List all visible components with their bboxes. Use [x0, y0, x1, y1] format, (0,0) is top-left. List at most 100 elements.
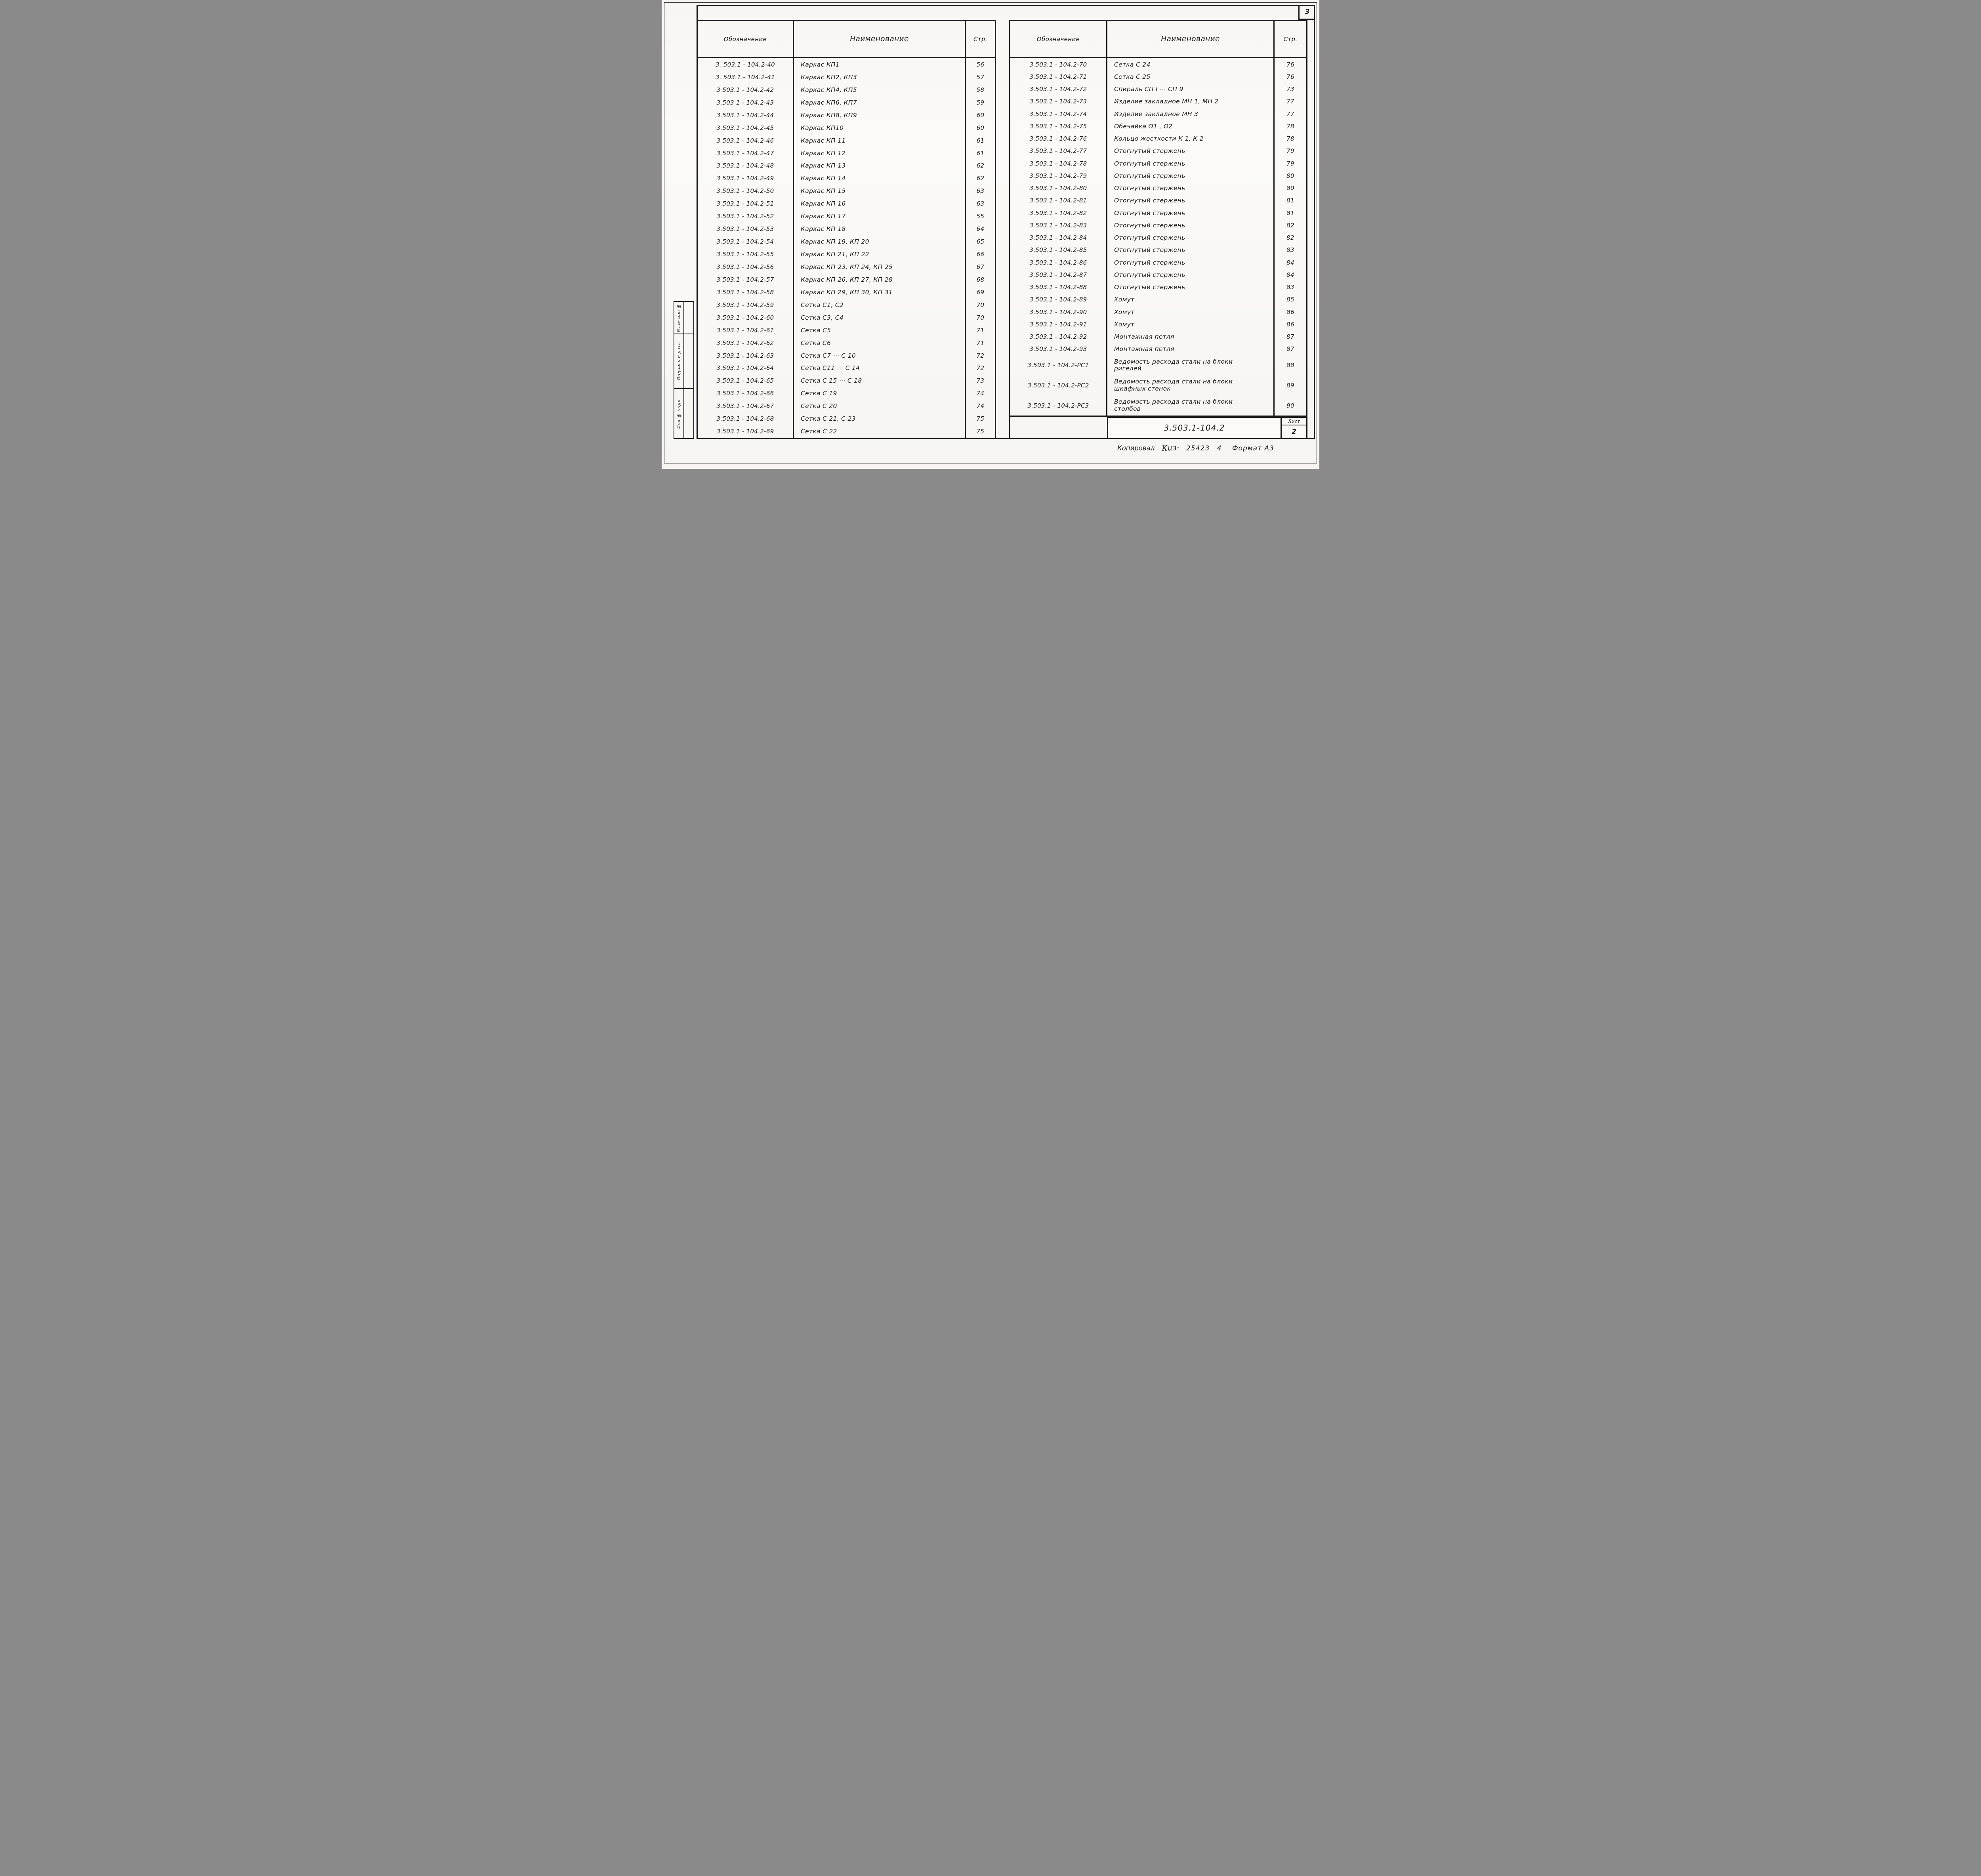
page-cell: 81: [1286, 209, 1294, 217]
name-cell: Каркас КП1: [794, 58, 966, 71]
designation-cell: 3.503.1 - 104.2-65: [698, 374, 794, 387]
page-cell: 88: [1286, 362, 1294, 369]
table-row: 3.503.1 - 104.2-89 Хомут 85: [1010, 293, 1306, 306]
page-cell: 72: [976, 352, 985, 359]
page-cell: 62: [976, 175, 985, 182]
designation-cell: 3.503.1 - 104.2-87: [1010, 269, 1107, 281]
name-cell: Каркас КП8, КП9: [794, 109, 966, 122]
page-cell: 78: [1286, 135, 1294, 143]
designation-cell: 3.503.1 - 104.2-61: [698, 324, 794, 337]
table-row: 3.503.1 - 104.2-65 Сетка С 15 ⋯ С 18 73: [698, 374, 995, 387]
page-cell: 75: [976, 415, 985, 423]
table-row: 3.503.1 - 104.2-79 Отогнутый стержень 80: [1010, 170, 1306, 182]
page-cell: 64: [976, 225, 985, 233]
designation-cell: 3.503.1 - 104.2-85: [1010, 244, 1107, 256]
table-row: 3.503.1 - 104.2-91 Хомут 86: [1010, 318, 1306, 331]
designation-cell: 3.503.1 - 104.2-55: [698, 248, 794, 261]
name-cell: Монтажная петля: [1107, 330, 1275, 343]
name-cell: Отогнутый стержень: [1107, 157, 1275, 170]
margin-box-inv-podl: Инв № подл.: [674, 388, 694, 439]
page-cell: 85: [1286, 296, 1294, 303]
page-cell: 87: [1286, 345, 1294, 353]
page-cell: 66: [976, 251, 985, 258]
table-row: 3.503.1 - 104.2-83 Отогнутый стержень 82: [1010, 219, 1306, 232]
table-row: 3.503.1 - 104.2-61 Сетка С5 71: [698, 324, 995, 337]
corner-sheet-number: 3: [1305, 8, 1310, 16]
table-row: 3.503.1 - 104.2-69 Сетка С 22 75: [698, 425, 995, 438]
margin-box-label: Инв № подл.: [674, 389, 684, 438]
name-cell: Кольцо жесткости К 1, К 2: [1107, 132, 1275, 145]
name-cell: Каркас КП 19, КП 20: [794, 235, 966, 248]
designation-cell: 3.503.1 - 104.2-60: [698, 311, 794, 324]
table-row: 3.503.1 - 104.2-87 Отогнутый стержень 84: [1010, 269, 1306, 281]
name-cell: Каркас КП 18: [794, 223, 966, 236]
designation-cell: 3.503.1 - 104.2-53: [698, 223, 794, 236]
table-row: 3.503.1 - 104.2-71 Сетка С 25 76: [1010, 71, 1306, 83]
page-cell: 82: [1286, 221, 1294, 229]
table-row: 3.503.1 - 104.2-72 Спираль СП I ⋯ СП 9 73: [1010, 83, 1306, 95]
designation-cell: 3.503.1 - 104.2-РС2: [1010, 375, 1107, 396]
name-cell: Каркас КП 23, КП 24, КП 25: [794, 261, 966, 273]
name-cell: Обечайка О1 , О2: [1107, 120, 1275, 133]
table-row: 3 503.1 - 104.2-57 Каркас КП 26, КП 27, К…: [698, 273, 995, 286]
table-row: 3.503.1 - 104.2-44 Каркас КП8, КП9 60: [698, 109, 995, 122]
page-cell: 60: [976, 124, 985, 132]
table-row: 3.503.1 - 104.2-70 Сетка С 24 76: [1010, 58, 1306, 71]
name-cell: Сетка С3, С4: [794, 311, 966, 324]
table-row: 3.503.1 - 104.2-73 Изделие закладное МН 1…: [1010, 95, 1306, 108]
page-cell: 61: [976, 137, 985, 144]
designation-cell: 3.503.1 - 104.2-74: [1010, 108, 1107, 120]
table-row: 3.503.1 - 104.2-52 Каркас КП 17 55: [698, 210, 995, 223]
name-cell: Хомут: [1107, 306, 1275, 318]
title-block-designation: 3.503.1-104.2: [1108, 418, 1282, 438]
name-cell: Каркас КП6, КП7: [794, 96, 966, 109]
table-row: 3.503.1 - 104.2-74 Изделие закладное МН 3…: [1010, 108, 1306, 120]
table-row: 3.503 1 - 104.2-43 Каркас КП6, КП7 59: [698, 96, 995, 109]
page-cell: 81: [1286, 197, 1294, 204]
margin-box-label: Подпись и дата: [674, 334, 684, 388]
name-cell: Отогнутый стержень: [1107, 145, 1275, 157]
designation-cell: 3.503.1 - 104.2-79: [1010, 170, 1107, 182]
designation-cell: 3.503.1 - 104.2-75: [1010, 120, 1107, 133]
page-cell: 82: [1286, 234, 1294, 242]
designation-cell: 3.503.1 - 104.2-71: [1010, 71, 1107, 83]
table-row: 3.503.1 - 104.2-82 Отогнутый стержень 81: [1010, 207, 1306, 219]
table-row: 3 503.1 - 104.2-42 Каркас КП4, КП5 58: [698, 83, 995, 96]
table-row: 3.503.1 - 104.2-85 Отогнутый стержень 83: [1010, 244, 1306, 256]
name-cell: Хомут: [1107, 293, 1275, 306]
table-row: 3.503.1 - 104.2-РС3 Ведомость расхода ста…: [1010, 395, 1306, 416]
table-row: 3. 503.1 - 104.2-41 Каркас КП2, КП3 57: [698, 71, 995, 84]
header-name: Наименование: [1107, 21, 1275, 57]
table-row: 3.503.1 - 104.2-53 Каркас КП 18 64: [698, 223, 995, 236]
table-row: 3.503.1 - 104.2-80 Отогнутый стержень 80: [1010, 182, 1306, 194]
margin-box-blank: [684, 302, 693, 334]
name-cell: Отогнутый стержень: [1107, 182, 1275, 194]
name-cell: Ведомость расхода стали на блоки столбов: [1107, 395, 1275, 416]
title-block: 3.503.1-104.2 Лист 2: [1107, 417, 1307, 439]
name-cell: Каркас КП 12: [794, 147, 966, 160]
page-cell: 90: [1286, 402, 1294, 409]
margin-box-podpis-data: Подпись и дата: [674, 334, 694, 388]
page-cell: 83: [1286, 284, 1294, 291]
table-row: 3.503.1 - 104.2-75 Обечайка О1 , О2 78: [1010, 120, 1306, 133]
designation-cell: 3.503.1 - 104.2-51: [698, 197, 794, 210]
name-cell: Спираль СП I ⋯ СП 9: [1107, 83, 1275, 95]
table-row: 3.503.1 - 104.2-48 Каркас КП 13 62: [698, 159, 995, 172]
table-row: 3.503.1 - 104.2-54 Каркас КП 19, КП 20 65: [698, 235, 995, 248]
table-row: 3.503.1 - 104.2-58 Каркас КП 29, КП 30, К…: [698, 286, 995, 299]
page-cell: 74: [976, 390, 985, 397]
name-cell: Отогнутый стержень: [1107, 231, 1275, 244]
table-row: 3.503.1 - 104.2-92 Монтажная петля 87: [1010, 330, 1306, 343]
page-cell: 79: [1286, 147, 1294, 155]
name-cell: Каркас КП 29, КП 30, КП 31: [794, 286, 966, 299]
header-name: Наименование: [794, 21, 966, 57]
table-row: 3 503.1 - 104.2-49 Каркас КП 14 62: [698, 172, 995, 185]
designation-cell: 3.503.1 - 104.2-45: [698, 121, 794, 134]
table-row: 3 503.1 - 104.2-46 Каркас КП 11 61: [698, 134, 995, 147]
designation-cell: 3.503.1 - 104.2-54: [698, 235, 794, 248]
designation-cell: 3 503.1 - 104.2-42: [698, 83, 794, 96]
page-cell: 86: [1286, 320, 1294, 328]
page-cell: 61: [976, 149, 985, 157]
name-cell: Сетка С5: [794, 324, 966, 337]
corner-sheet-number-box: 3: [1298, 5, 1315, 20]
